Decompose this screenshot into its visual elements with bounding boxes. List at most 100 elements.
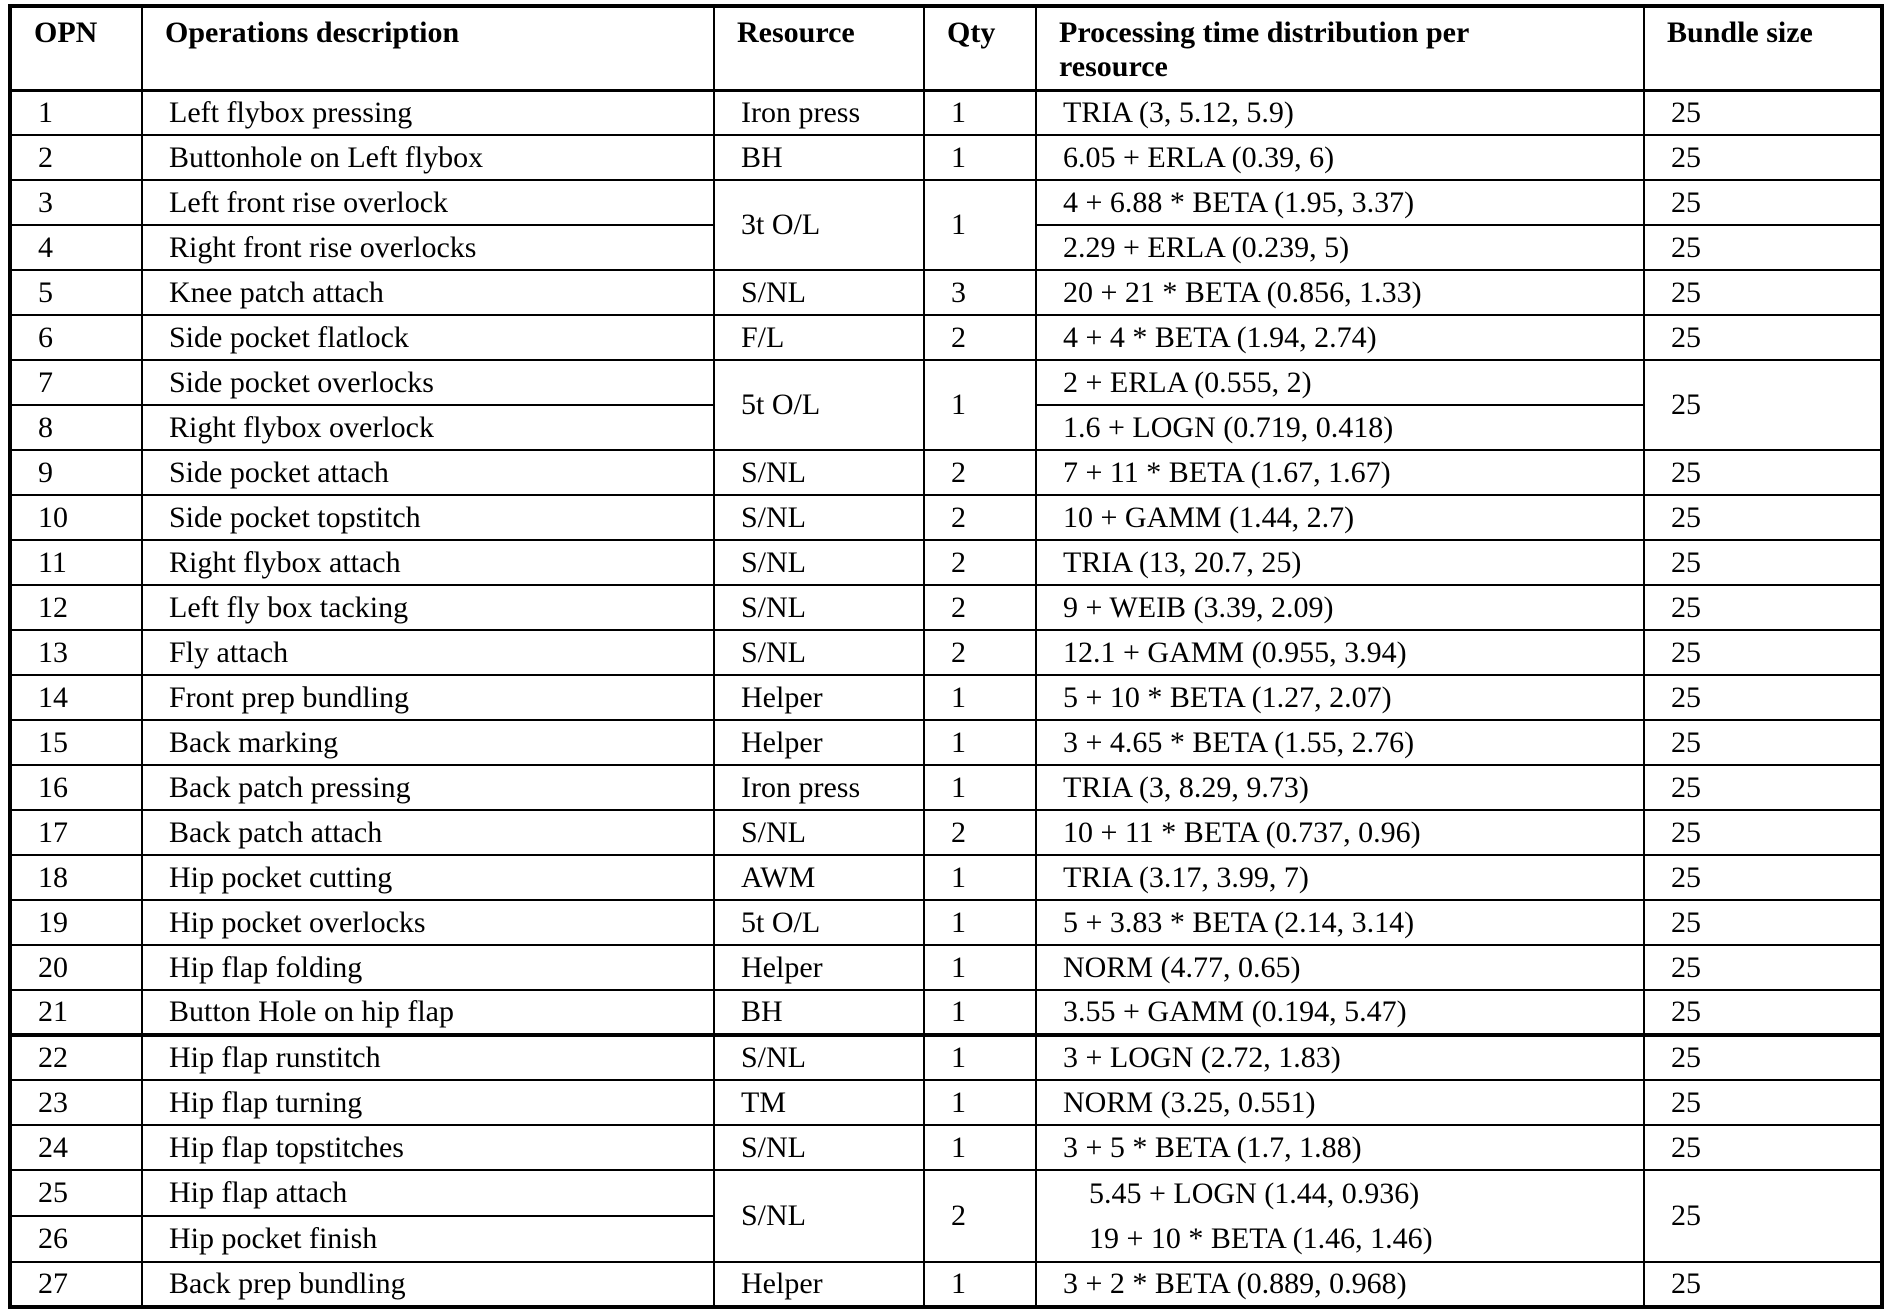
cell-description: Hip flap turning — [141, 1079, 715, 1126]
cell-description: Right flybox attach — [141, 539, 715, 586]
distribution-line-1: 5.45 + LOGN (1.44, 0.936) — [1089, 1177, 1420, 1210]
cell-resource: S/NL — [713, 629, 925, 676]
cell-resource: TM — [713, 1079, 925, 1126]
cell-opn: 27 — [9, 1261, 143, 1308]
cell-distribution: 2.29 + ERLA (0.239, 5) — [1035, 224, 1645, 271]
table-row: 4 Right front rise overlocks 2.29 + ERLA… — [9, 224, 1883, 271]
cell-resource: S/NL — [713, 584, 925, 631]
cell-opn: 14 — [9, 674, 143, 721]
table-row: 22 Hip flap runstitch S/NL 1 3 + LOGN (2… — [9, 1033, 1883, 1081]
cell-opn: 13 — [9, 629, 143, 676]
cell-description: Side pocket flatlock — [141, 314, 715, 361]
cell-opn: 7 — [9, 359, 143, 406]
table-row: 19 Hip pocket overlocks 5t O/L 1 5 + 3.8… — [9, 899, 1883, 946]
cell-qty: 2 — [923, 449, 1037, 496]
cell-opn: 26 — [9, 1215, 143, 1263]
cell-qty: 2 — [923, 314, 1037, 361]
cell-description: Hip flap runstitch — [141, 1033, 715, 1081]
cell-qty-merged: 1 — [923, 359, 1037, 451]
cell-bundle: 25 — [1643, 224, 1883, 271]
cell-description: Hip flap topstitches — [141, 1124, 715, 1171]
cell-opn: 10 — [9, 494, 143, 541]
cell-bundle: 25 — [1643, 1033, 1883, 1081]
cell-qty: 2 — [923, 809, 1037, 856]
cell-resource: Helper — [713, 1261, 925, 1308]
cell-bundle: 25 — [1643, 1261, 1883, 1308]
cell-resource: Helper — [713, 719, 925, 766]
cell-bundle: 25 — [1643, 674, 1883, 721]
cell-distribution: 3 + 4.65 * BETA (1.55, 2.76) — [1035, 719, 1645, 766]
cell-opn: 20 — [9, 944, 143, 991]
table-row: 21 Button Hole on hip flap BH 1 3.55 + G… — [9, 989, 1883, 1036]
cell-opn: 18 — [9, 854, 143, 901]
cell-description: Back patch pressing — [141, 764, 715, 811]
cell-bundle: 25 — [1643, 989, 1883, 1036]
cell-distribution-merged: 5.45 + LOGN (1.44, 0.936) 19 + 10 * BETA… — [1035, 1169, 1645, 1263]
cell-bundle: 25 — [1643, 809, 1883, 856]
table-row: 7 Side pocket overlocks 5t O/L 1 2 + ERL… — [9, 359, 1883, 451]
cell-bundle: 25 — [1643, 494, 1883, 541]
header-row: OPN Operations description Resource Qty … — [9, 5, 1883, 92]
cell-bundle: 25 — [1643, 899, 1883, 946]
cell-description: Left fly box tacking — [141, 584, 715, 631]
cell-bundle: 25 — [1643, 629, 1883, 676]
cell-description: Hip pocket finish — [141, 1215, 715, 1263]
cell-bundle: 25 — [1643, 179, 1883, 226]
header-qty: Qty — [923, 5, 1037, 92]
cell-distribution: 2 + ERLA (0.555, 2) — [1035, 359, 1645, 406]
cell-distribution: TRIA (3.17, 3.99, 7) — [1035, 854, 1645, 901]
cell-bundle: 25 — [1643, 944, 1883, 991]
cell-description: Hip pocket cutting — [141, 854, 715, 901]
cell-opn: 17 — [9, 809, 143, 856]
cell-description: Side pocket attach — [141, 449, 715, 496]
table-row: 8 Right flybox overlock 1.6 + LOGN (0.71… — [9, 404, 1882, 451]
table-row: 25 Hip flap attach S/NL 2 5.45 + LOGN (1… — [9, 1169, 1883, 1263]
cell-distribution: TRIA (3, 5.12, 5.9) — [1035, 89, 1645, 136]
cell-bundle: 25 — [1643, 764, 1883, 811]
cell-qty: 1 — [923, 674, 1037, 721]
cell-distribution: TRIA (3, 8.29, 9.73) — [1035, 764, 1645, 811]
cell-opn: 19 — [9, 899, 143, 946]
cell-description: Back marking — [141, 719, 715, 766]
header-distribution: Processing time distribution per resourc… — [1035, 5, 1645, 92]
header-bundle: Bundle size — [1643, 5, 1883, 92]
cell-resource: Helper — [713, 674, 925, 721]
table-row: 9 Side pocket attach S/NL 2 7 + 11 * BET… — [9, 449, 1883, 496]
cell-description: Side pocket topstitch — [141, 494, 715, 541]
operations-table: OPN Operations description Resource Qty … — [8, 4, 1884, 1309]
table-row: 24 Hip flap topstitches S/NL 1 3 + 5 * B… — [9, 1124, 1883, 1171]
cell-description: Left front rise overlock — [141, 179, 715, 226]
cell-distribution: 10 + GAMM (1.44, 2.7) — [1035, 494, 1645, 541]
cell-bundle: 25 — [1643, 269, 1883, 316]
table-row: 15 Back marking Helper 1 3 + 4.65 * BETA… — [9, 719, 1883, 766]
header-distribution-text: Processing time distribution per resourc… — [1059, 16, 1469, 83]
cell-distribution: 10 + 11 * BETA (0.737, 0.96) — [1035, 809, 1645, 856]
cell-opn: 8 — [9, 404, 143, 451]
cell-distribution: TRIA (13, 20.7, 25) — [1035, 539, 1645, 586]
header-opn: OPN — [9, 5, 143, 92]
cell-qty: 1 — [923, 1124, 1037, 1171]
cell-resource: S/NL — [713, 1124, 925, 1171]
cell-bundle: 25 — [1643, 1124, 1883, 1171]
table-row: 2 Buttonhole on Left flybox BH 1 6.05 + … — [9, 134, 1883, 181]
cell-description: Right flybox overlock — [141, 404, 715, 451]
cell-resource-merged: S/NL — [713, 1169, 925, 1263]
cell-opn: 22 — [9, 1033, 143, 1081]
cell-resource: S/NL — [713, 809, 925, 856]
cell-qty: 1 — [923, 1261, 1037, 1308]
cell-bundle: 25 — [1643, 1079, 1883, 1126]
table-row: 20 Hip flap folding Helper 1 NORM (4.77,… — [9, 944, 1883, 991]
cell-description: Button Hole on hip flap — [141, 989, 715, 1036]
table-row: 26 Hip pocket finish — [9, 1215, 1882, 1263]
cell-description: Left flybox pressing — [141, 89, 715, 136]
cell-distribution: 3.55 + GAMM (0.194, 5.47) — [1035, 989, 1645, 1036]
table-row: 27 Back prep bundling Helper 1 3 + 2 * B… — [9, 1261, 1883, 1308]
cell-description: Back patch attach — [141, 809, 715, 856]
cell-qty: 1 — [923, 1033, 1037, 1081]
cell-bundle: 25 — [1643, 449, 1883, 496]
cell-qty: 2 — [923, 539, 1037, 586]
cell-bundle: 25 — [1643, 539, 1883, 586]
cell-opn: 3 — [9, 179, 143, 226]
cell-qty-merged: 2 — [923, 1169, 1037, 1263]
table-row: 17 Back patch attach S/NL 2 10 + 11 * BE… — [9, 809, 1883, 856]
